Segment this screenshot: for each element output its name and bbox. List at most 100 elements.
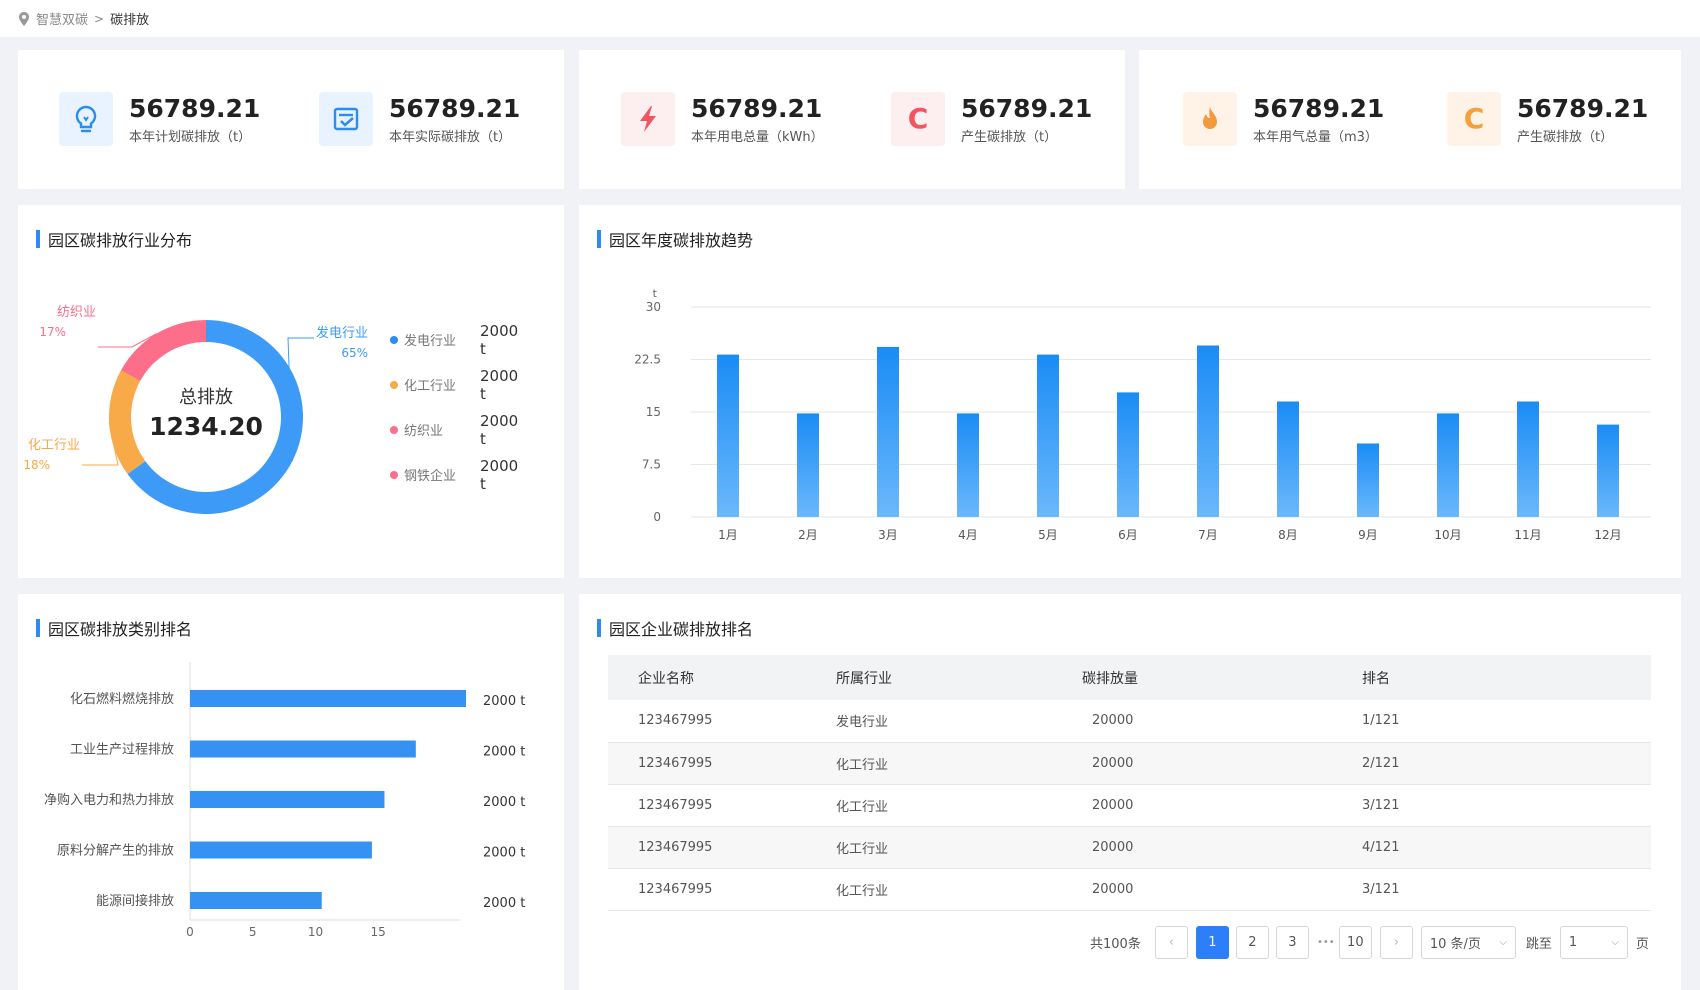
table-row[interactable]: 123467995 化工行业 20000 4/121	[608, 826, 1651, 869]
donut-chart: 发电行业 65% 化工行业 18% 纺织业 17% 总排放 1234.20	[23, 305, 368, 514]
legend-dot	[390, 425, 398, 434]
donut-slice-label: 纺织业	[57, 305, 96, 320]
category-bar[interactable]	[190, 791, 385, 808]
legend-item[interactable]: 钢铁企业 2000 t	[390, 457, 518, 493]
y-tick-label: 15	[646, 405, 661, 419]
goto-label: 跳至	[1525, 937, 1552, 952]
donut-slice[interactable]	[120, 320, 206, 381]
breadcrumb: 智慧双碳 > 碳排放	[0, 0, 1700, 37]
page-button-1[interactable]: 1	[1195, 926, 1229, 959]
pagination-total: 共100条	[1090, 937, 1141, 952]
prev-page-button[interactable]: ‹	[1154, 926, 1188, 959]
x-tick-label: 7月	[1198, 528, 1218, 542]
category-value-label: 2000 t	[483, 896, 525, 911]
y-tick-label: 0	[653, 510, 661, 524]
check-doc-icon	[319, 92, 373, 146]
flame-icon	[1183, 92, 1237, 146]
cell-industry: 化工行业	[836, 742, 1082, 785]
x-tick-label: 12月	[1594, 528, 1621, 542]
table-row[interactable]: 123467995 发电行业 20000 1/121	[608, 700, 1651, 743]
cell-name: 123467995	[608, 700, 836, 743]
stat-label: 本年计划碳排放（t）	[129, 129, 252, 145]
panel-title: 园区碳排放类别排名	[36, 616, 192, 640]
cell-rank: 3/121	[1362, 868, 1651, 911]
page-button-3[interactable]: 3	[1275, 926, 1309, 959]
table-row[interactable]: 123467995 化工行业 20000 3/121	[608, 784, 1651, 827]
trend-bar[interactable]	[1037, 354, 1059, 517]
category-label: 净购入电力和热力排放	[44, 792, 174, 808]
category-value-label: 2000 t	[483, 745, 525, 760]
table-row[interactable]: 123467995 化工行业 20000 3/121	[608, 868, 1651, 911]
location-pin-icon	[19, 11, 29, 26]
trend-bar[interactable]	[1437, 413, 1459, 517]
category-panel: 园区碳排放类别排名 化石燃料燃烧排放 2000 t 工业生产过程排放 2000 t 净购…	[18, 594, 564, 990]
donut-leader-line	[98, 333, 157, 348]
pagination-ellipsis[interactable]: •••	[1316, 937, 1335, 948]
breadcrumb-current: 碳排放	[110, 13, 150, 28]
panel-title: 园区碳排放行业分布	[36, 227, 192, 251]
donut-center-title: 总排放	[179, 387, 233, 408]
x-tick-label: 15	[371, 925, 386, 939]
trend-bar[interactable]	[1357, 443, 1379, 518]
x-tick-label: 1月	[718, 528, 738, 542]
stat-label: 本年用气总量（m3）	[1253, 129, 1378, 145]
enterprise-table: 企业名称 所属行业 碳排放量 排名 123467995 发电行业 20000 1/12…	[608, 655, 1651, 911]
category-bar[interactable]	[190, 841, 372, 859]
x-tick-label: 10	[308, 925, 323, 939]
svg-text:C: C	[1464, 104, 1485, 134]
page-size-select[interactable]: 10 条/页 ⌵	[1420, 926, 1516, 959]
lightning-icon	[621, 92, 675, 146]
page-button-2[interactable]: 2	[1235, 926, 1269, 959]
trend-bar[interactable]	[1597, 424, 1619, 517]
trend-bar[interactable]	[957, 413, 979, 517]
donut-slice-pct: 17%	[39, 325, 66, 339]
goto-page-input[interactable]: 1 ⌵	[1559, 926, 1628, 959]
table-row[interactable]: 123467995 化工行业 20000 2/121	[608, 742, 1651, 785]
legend-dot	[390, 380, 398, 389]
carbon-c-icon: C	[1447, 92, 1501, 146]
category-bar[interactable]	[190, 690, 466, 707]
stat-value: 56789.21	[129, 93, 261, 123]
donut-slice-label: 发电行业	[316, 325, 368, 341]
trend-panel: 园区年度碳排放趋势 t 0 7.5 15 22.5 30 1月 2月 3月 4月 5月 6月 7月 8月 9…	[579, 205, 1681, 578]
legend-item[interactable]: 化工行业 2000 t	[390, 367, 518, 403]
trend-bar[interactable]	[1117, 392, 1139, 517]
trend-bar-chart: t 0 7.5 15 22.5 30 1月 2月 3月 4月 5月 6月 7月 8月 9月 10月 11月 12月	[634, 287, 1651, 542]
legend-name: 纺织业	[404, 424, 444, 439]
next-page-button[interactable]: ›	[1379, 926, 1413, 959]
pagination: 共100条 ‹ 1 2 3 ••• 10 › 10 条/页 ⌵ 跳至 1 ⌵ 页	[1090, 926, 1649, 959]
legend-item[interactable]: 纺织业 2000 t	[390, 412, 518, 448]
col-emission: 碳排放量	[1082, 655, 1362, 700]
category-label: 原料分解产生的排放	[57, 843, 174, 859]
chevron-down-icon: ⌵	[1611, 937, 1619, 948]
breadcrumb-root[interactable]: 智慧双碳	[36, 13, 89, 28]
y-tick-label: 22.5	[634, 353, 661, 367]
page-suffix: 页	[1635, 937, 1649, 952]
donut-slice-label: 化工行业	[28, 438, 80, 453]
category-bar-chart: 化石燃料燃烧排放 2000 t 工业生产过程排放 2000 t 净购入电力和热力排放 20…	[44, 662, 525, 939]
cell-emission: 20000	[1082, 868, 1362, 911]
donut-center-value: 1234.20	[149, 412, 263, 441]
trend-bar[interactable]	[1517, 401, 1539, 518]
cell-name: 123467995	[608, 826, 836, 869]
stat-label: 产生碳排放（t）	[961, 129, 1058, 145]
category-bar[interactable]	[190, 892, 322, 909]
trend-bar[interactable]	[717, 354, 739, 517]
goto-page-value: 1	[1568, 935, 1578, 950]
trend-bar[interactable]	[1277, 401, 1299, 518]
trend-bar[interactable]	[877, 346, 899, 517]
legend-item[interactable]: 发电行业 2000 t	[390, 322, 518, 358]
cell-rank: 3/121	[1362, 784, 1651, 827]
category-bar[interactable]	[190, 740, 416, 758]
x-tick-label: 3月	[878, 528, 898, 542]
cell-name: 123467995	[608, 742, 836, 785]
page-button-last[interactable]: 10	[1338, 926, 1372, 959]
trend-bar[interactable]	[797, 413, 819, 517]
trend-bar[interactable]	[1197, 345, 1219, 518]
stat-label: 本年实际碳排放（t）	[389, 129, 512, 145]
x-tick-label: 6月	[1118, 528, 1138, 542]
col-rank: 排名	[1362, 655, 1651, 700]
cell-name: 123467995	[608, 868, 836, 911]
donut-slice[interactable]	[109, 370, 146, 475]
cell-emission: 20000	[1082, 784, 1362, 827]
